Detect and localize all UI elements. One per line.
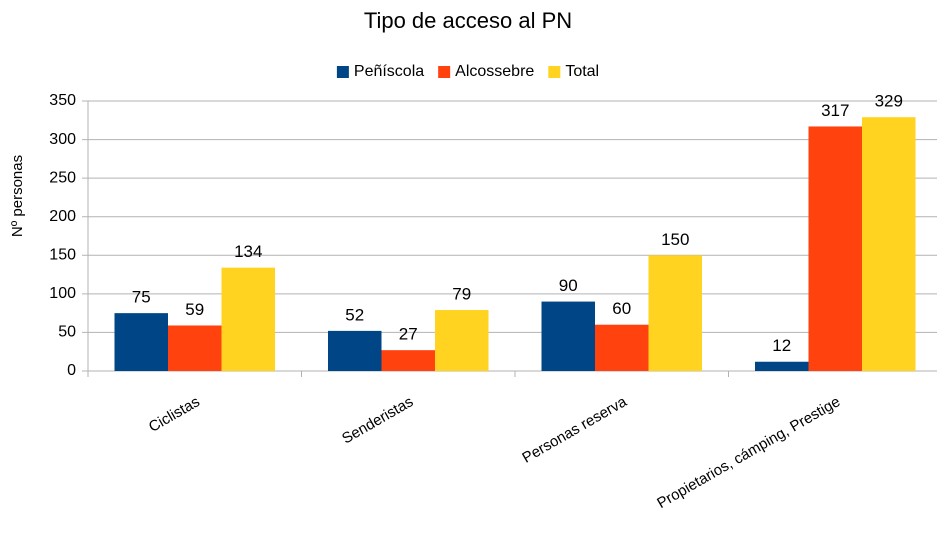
legend-swatch xyxy=(548,66,561,78)
chart-title: Tipo de acceso al PN xyxy=(364,8,572,33)
y-tick-label: 250 xyxy=(49,169,76,186)
bar xyxy=(114,313,168,371)
bar xyxy=(648,255,702,371)
data-label: 52 xyxy=(345,305,364,324)
legend-label: Total xyxy=(565,63,599,80)
bar xyxy=(381,350,435,371)
bar xyxy=(221,267,275,371)
data-label: 90 xyxy=(559,276,578,295)
data-label: 134 xyxy=(234,242,262,261)
x-tick-label: Personas reserva xyxy=(519,393,630,467)
legend-swatch xyxy=(438,66,451,78)
data-label: 27 xyxy=(399,325,418,344)
data-label: 79 xyxy=(452,285,471,304)
bar xyxy=(435,310,489,371)
bar xyxy=(168,325,222,371)
x-tick-label: Ciclistas xyxy=(146,393,203,436)
y-tick-label: 100 xyxy=(49,285,76,302)
y-tick-label: 350 xyxy=(49,92,76,109)
bar xyxy=(808,126,862,371)
data-label: 60 xyxy=(612,299,631,318)
y-tick-label: 0 xyxy=(67,362,76,379)
data-label: 75 xyxy=(132,288,151,307)
legend-label: Alcossebre xyxy=(455,63,534,80)
legend-label: Peñíscola xyxy=(354,63,424,80)
y-tick-label: 150 xyxy=(49,247,76,264)
y-tick-label: 50 xyxy=(58,324,76,341)
bar xyxy=(755,361,809,371)
data-label: 329 xyxy=(875,92,903,111)
x-tick-label: Senderistas xyxy=(339,393,416,447)
legend-swatch xyxy=(336,66,349,78)
x-tick-label: Propietarios, cámping, Prestige xyxy=(654,393,843,512)
bar xyxy=(862,117,916,371)
data-label: 150 xyxy=(661,230,689,249)
data-label: 12 xyxy=(772,336,791,355)
bar xyxy=(595,324,649,371)
bar xyxy=(328,330,382,371)
y-axis-label: Nº personas xyxy=(9,155,26,237)
data-label: 59 xyxy=(185,300,204,319)
y-tick-label: 200 xyxy=(49,208,76,225)
data-label: 317 xyxy=(821,101,849,120)
y-tick-label: 300 xyxy=(49,131,76,148)
bar xyxy=(541,301,595,371)
